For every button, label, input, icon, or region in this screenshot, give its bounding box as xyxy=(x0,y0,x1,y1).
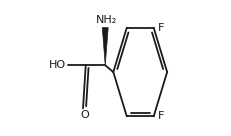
Text: NH₂: NH₂ xyxy=(96,15,117,25)
Polygon shape xyxy=(102,28,108,65)
Text: F: F xyxy=(157,111,163,121)
Text: O: O xyxy=(80,110,89,120)
Text: HO: HO xyxy=(49,60,66,70)
Text: F: F xyxy=(157,23,163,33)
